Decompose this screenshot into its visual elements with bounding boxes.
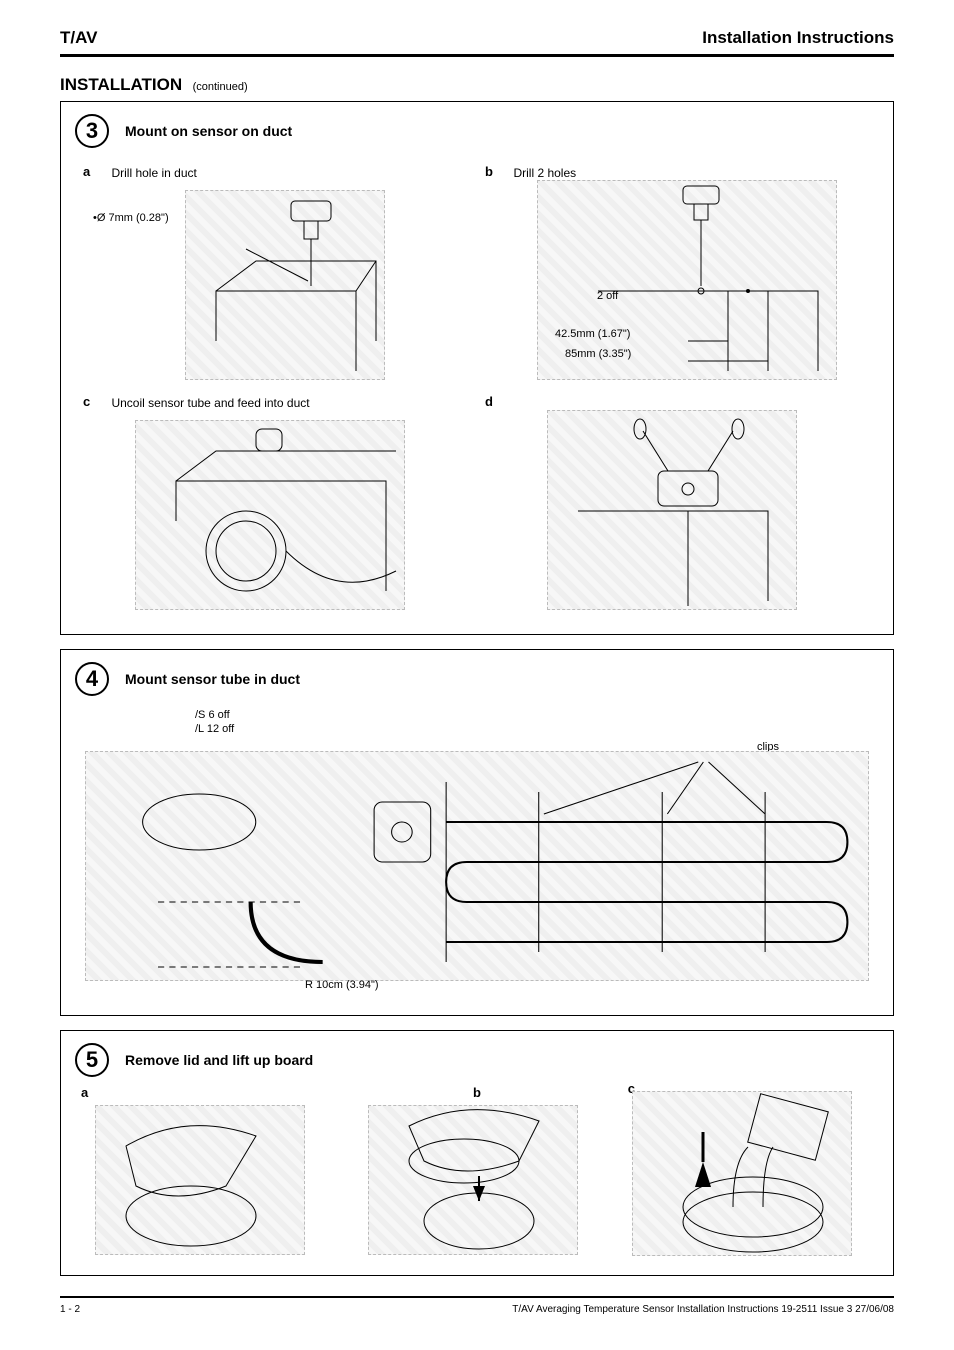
step-5-row: a b c bbox=[75, 1081, 879, 1261]
step-3a-text: Drill hole in duct bbox=[111, 166, 196, 180]
step-5a-label: a bbox=[81, 1085, 88, 1100]
remove-lid-a-icon bbox=[96, 1106, 306, 1256]
step-4-title: Mount sensor tube in duct bbox=[125, 671, 300, 687]
step-3b-off: 2 off bbox=[597, 290, 618, 302]
step-5a-diagram bbox=[95, 1105, 305, 1255]
step-3b-label: b bbox=[485, 164, 509, 179]
step-5-box: 5 Remove lid and lift up board a b bbox=[60, 1030, 894, 1276]
step-5-header: 5 Remove lid and lift up board bbox=[75, 1043, 879, 1077]
tube-in-duct-icon bbox=[86, 752, 868, 982]
step-4-box: 4 Mount sensor tube in duct /S 6 off /L … bbox=[60, 649, 894, 1016]
step-3-header: 3 Mount on sensor on duct bbox=[75, 114, 879, 148]
lift-board-icon bbox=[633, 1092, 853, 1257]
step-3-title: Mount on sensor on duct bbox=[125, 123, 292, 139]
section-heading: INSTALLATION (continued) bbox=[60, 75, 894, 95]
step-5-title: Remove lid and lift up board bbox=[125, 1052, 313, 1068]
step-3-grid: a Drill hole in duct •Ø 7mm (0.28") bbox=[75, 160, 879, 620]
step-3b-text: Drill 2 holes bbox=[513, 166, 576, 180]
step-4-header: 4 Mount sensor tube in duct bbox=[75, 662, 879, 696]
step-4-radius: R 10cm (3.94") bbox=[305, 979, 379, 991]
header-right: Installation Instructions bbox=[702, 28, 894, 48]
step-5b-label: b bbox=[473, 1085, 481, 1100]
step-4-diagram bbox=[85, 751, 869, 981]
step-3d-label: d bbox=[485, 394, 509, 409]
section-title: INSTALLATION bbox=[60, 75, 182, 94]
footer-text: T/AV Averaging Temperature Sensor Instal… bbox=[512, 1304, 894, 1315]
step-3d-diagram bbox=[547, 410, 797, 610]
step-3-box: 3 Mount on sensor on duct a Drill hole i… bbox=[60, 101, 894, 635]
step-5c-diagram bbox=[632, 1091, 852, 1256]
drill-icon bbox=[186, 191, 386, 381]
header-rule bbox=[60, 54, 894, 57]
step-5b-diagram bbox=[368, 1105, 578, 1255]
uncoil-icon bbox=[136, 421, 406, 611]
step-5a-cell: a bbox=[75, 1081, 332, 1261]
step-5-number: 5 bbox=[75, 1043, 109, 1077]
footer-page: 1 - 2 bbox=[60, 1304, 80, 1315]
step-3b-cell: b Drill 2 holes 2 off bbox=[477, 160, 879, 390]
header-left: T/AV bbox=[60, 28, 97, 48]
page-header: T/AV Installation Instructions bbox=[60, 28, 894, 52]
step-3b-dim2: 85mm (3.35") bbox=[565, 348, 631, 360]
step-3c-diagram bbox=[135, 420, 405, 610]
step-3a-diagram bbox=[185, 190, 385, 380]
step-3d-cell: d bbox=[477, 390, 879, 620]
step-4-number: 4 bbox=[75, 662, 109, 696]
section-continued: (continued) bbox=[193, 81, 248, 93]
step-3a-cell: a Drill hole in duct •Ø 7mm (0.28") bbox=[75, 160, 477, 390]
step-5b-cell: b bbox=[348, 1081, 605, 1261]
step-4-diagram-area: clips bbox=[75, 741, 879, 1001]
step-3b-dim1: 42.5mm (1.67") bbox=[555, 328, 630, 340]
step-3c-label: c bbox=[83, 394, 107, 409]
step-4-note1: /S 6 off bbox=[195, 708, 879, 722]
page-footer: 1 - 2 T/AV Averaging Temperature Sensor … bbox=[60, 1298, 894, 1315]
step-3c-text: Uncoil sensor tube and feed into duct bbox=[111, 396, 309, 410]
step-3a-dim: •Ø 7mm (0.28") bbox=[93, 212, 169, 224]
step-5c-cell: c bbox=[622, 1081, 879, 1261]
step-3a-label: a bbox=[83, 164, 107, 179]
step-4-note2: /L 12 off bbox=[195, 722, 879, 736]
step-3c-cell: c Uncoil sensor tube and feed into duct bbox=[75, 390, 477, 620]
mount-icon bbox=[548, 411, 798, 611]
step-4-notes: /S 6 off /L 12 off bbox=[195, 708, 879, 737]
step-3-number: 3 bbox=[75, 114, 109, 148]
remove-lid-b-icon bbox=[369, 1106, 579, 1256]
